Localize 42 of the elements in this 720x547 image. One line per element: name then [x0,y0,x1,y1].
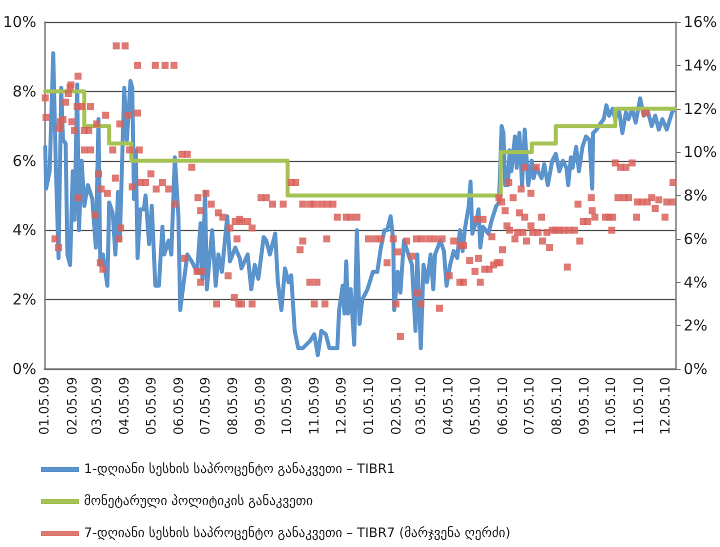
y-tick-label: 2% [12,290,36,309]
y-tick-label: 8% [12,82,36,100]
x-tick-label: 02.05.10 [389,377,404,435]
y2-tick-label: 16% [684,13,718,31]
x-tick-label: 09.05.09 [253,377,268,435]
x-tick-label: 08.05.09 [226,377,241,435]
x-tick-label: 09.05.10 [578,377,593,435]
x-tick-label: 03.05.09 [90,377,106,435]
x-tick-label: 03.05.10 [414,377,430,435]
y2-tick-label: 6% [684,230,708,248]
x-tick-label: 05.05.10 [468,377,484,435]
x-tick-label: 02.05.09 [65,377,80,435]
y2-tick-label: 10% [684,143,718,162]
x-tick-label: 10.05.10 [604,377,620,435]
x-tick-label: 06.05.09 [172,377,187,435]
y-tick-label: 6% [12,152,36,170]
y2-tick-label: 8% [684,186,708,204]
x-tick-label: 11.05.10 [632,377,647,435]
x-tick-label: 07.05.10 [522,377,538,435]
x-tick-label: 01.05.09 [38,377,53,435]
x-tick-label: 12.05.09 [334,377,350,435]
x-tick-label: 10.05.09 [280,377,296,435]
y2-tick-label: 2% [684,316,708,335]
legend-label: 1-დღიანი სესხის საპროცენტო განაკვეთი – TIBR1 [84,462,396,477]
x-tick-label: 07.05.09 [198,377,214,435]
x-tick-label: 04.05.10 [442,377,457,435]
x-tick-label: 04.05.09 [118,377,133,435]
y2-tick-label: 4% [684,273,708,292]
legend-label: 7-დღიანი სესხის საპროცენტო განაკვეთი – TIBR7 (მარჯვენა ღერძი) [84,526,510,541]
x-tick-label: 01.05.10 [362,377,377,435]
x-tick-label: 05.05.09 [144,377,160,435]
legend-label: მონეტარული პოლიტიკის განაკვეთი [84,494,314,509]
y-tick-label: 4% [12,221,36,240]
y-tick-label: 0% [12,360,36,378]
x-tick-label: 06.05.10 [496,377,511,435]
y-tick-label: 10% [2,13,36,31]
x-tick-label: 08.05.10 [550,377,566,435]
x-tick-label: 12.05.10 [658,377,674,435]
y2-tick-label: 12% [684,100,718,118]
x-tick-label: 11.05.09 [308,377,323,435]
y2-tick-label: 14% [684,56,718,74]
y2-tick-label: 0% [684,360,708,378]
